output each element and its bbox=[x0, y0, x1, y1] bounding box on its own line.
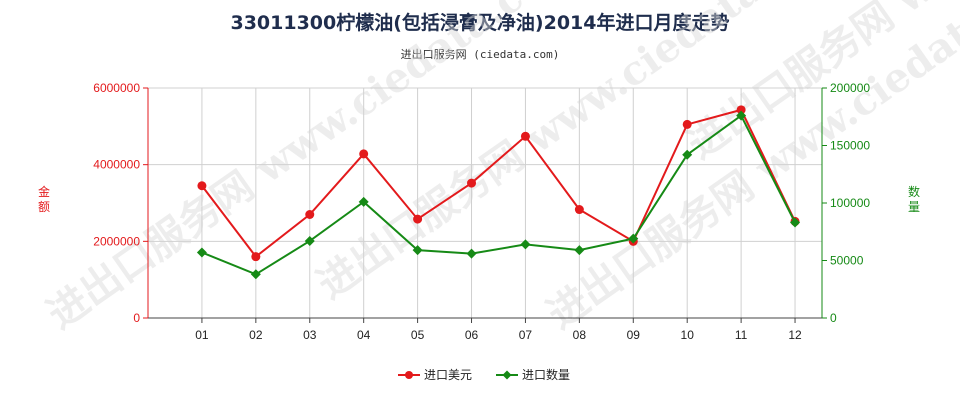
y-right-tick-label: 100000 bbox=[830, 196, 870, 210]
x-tick-label: 11 bbox=[735, 328, 748, 342]
data-point-circle bbox=[413, 214, 423, 224]
x-tick-label: 02 bbox=[249, 328, 263, 342]
x-tick-label: 12 bbox=[788, 328, 802, 342]
data-point-diamond bbox=[196, 247, 207, 258]
data-point-diamond bbox=[412, 245, 423, 256]
y-right-tick-label: 200000 bbox=[830, 81, 870, 95]
y-left-tick-label: 6000000 bbox=[93, 81, 140, 95]
chart-title: 33011300柠檬油(包括浸膏及净油)2014年进口月度走势 bbox=[230, 12, 730, 34]
x-tick-label: 07 bbox=[519, 328, 533, 342]
x-tick-label: 05 bbox=[411, 328, 425, 342]
y-axis-left-title: 金额 bbox=[38, 184, 50, 214]
legend-label: 进口数量 bbox=[522, 367, 570, 382]
y-left-tick-label: 2000000 bbox=[93, 234, 140, 248]
y-right-tick-label: 0 bbox=[830, 311, 837, 325]
x-tick-label: 01 bbox=[195, 328, 209, 342]
y-left-tick-label: 0 bbox=[133, 311, 140, 325]
x-tick-label: 10 bbox=[681, 328, 695, 342]
legend-marker-diamond bbox=[502, 370, 512, 380]
series bbox=[196, 105, 801, 280]
data-point-circle bbox=[251, 252, 261, 262]
watermark-text: 进出口服务网 www.ciedata.com bbox=[539, 0, 960, 338]
y-left-tick-label: 4000000 bbox=[93, 158, 140, 172]
data-point-diamond bbox=[466, 248, 477, 259]
data-point-circle bbox=[736, 105, 746, 115]
x-tick-label: 04 bbox=[357, 328, 371, 342]
legend: 进口美元 进口数量 bbox=[398, 367, 570, 382]
data-point-diamond bbox=[790, 217, 801, 228]
data-point-circle bbox=[305, 210, 315, 219]
data-point-circle bbox=[682, 119, 692, 129]
data-point-circle bbox=[574, 205, 584, 215]
legend-label: 进口美元 bbox=[424, 368, 472, 382]
data-point-diamond bbox=[628, 233, 639, 244]
chart-subtitle: 进出口服务网 (ciedata.com) bbox=[400, 48, 560, 61]
data-point-diamond bbox=[736, 110, 747, 121]
y-axis-right-title: 数量 bbox=[908, 184, 920, 214]
data-point-diamond bbox=[682, 149, 693, 160]
series-line bbox=[201, 108, 796, 259]
data-point-circle bbox=[197, 181, 207, 191]
x-tick-label: 09 bbox=[627, 328, 641, 342]
data-point-diamond bbox=[520, 239, 531, 250]
data-point-circle bbox=[467, 178, 477, 188]
data-point-diamond bbox=[304, 235, 315, 246]
series-line bbox=[201, 114, 796, 276]
y-right-tick-label: 50000 bbox=[830, 254, 864, 268]
x-tick-label: 06 bbox=[465, 328, 479, 342]
axes: 0 2000000 4000000 6000000 0 50000 100000 150000… bbox=[38, 81, 920, 342]
data-point-diamond bbox=[250, 269, 261, 280]
x-tick-label: 08 bbox=[573, 328, 587, 342]
y-right-tick-label: 150000 bbox=[830, 139, 870, 153]
data-point-circle bbox=[359, 149, 369, 159]
x-tick-label: 03 bbox=[303, 328, 317, 342]
legend-marker-circle bbox=[405, 371, 413, 379]
data-point-diamond bbox=[574, 245, 585, 256]
data-point-diamond bbox=[358, 196, 369, 207]
data-point-circle bbox=[520, 131, 530, 141]
